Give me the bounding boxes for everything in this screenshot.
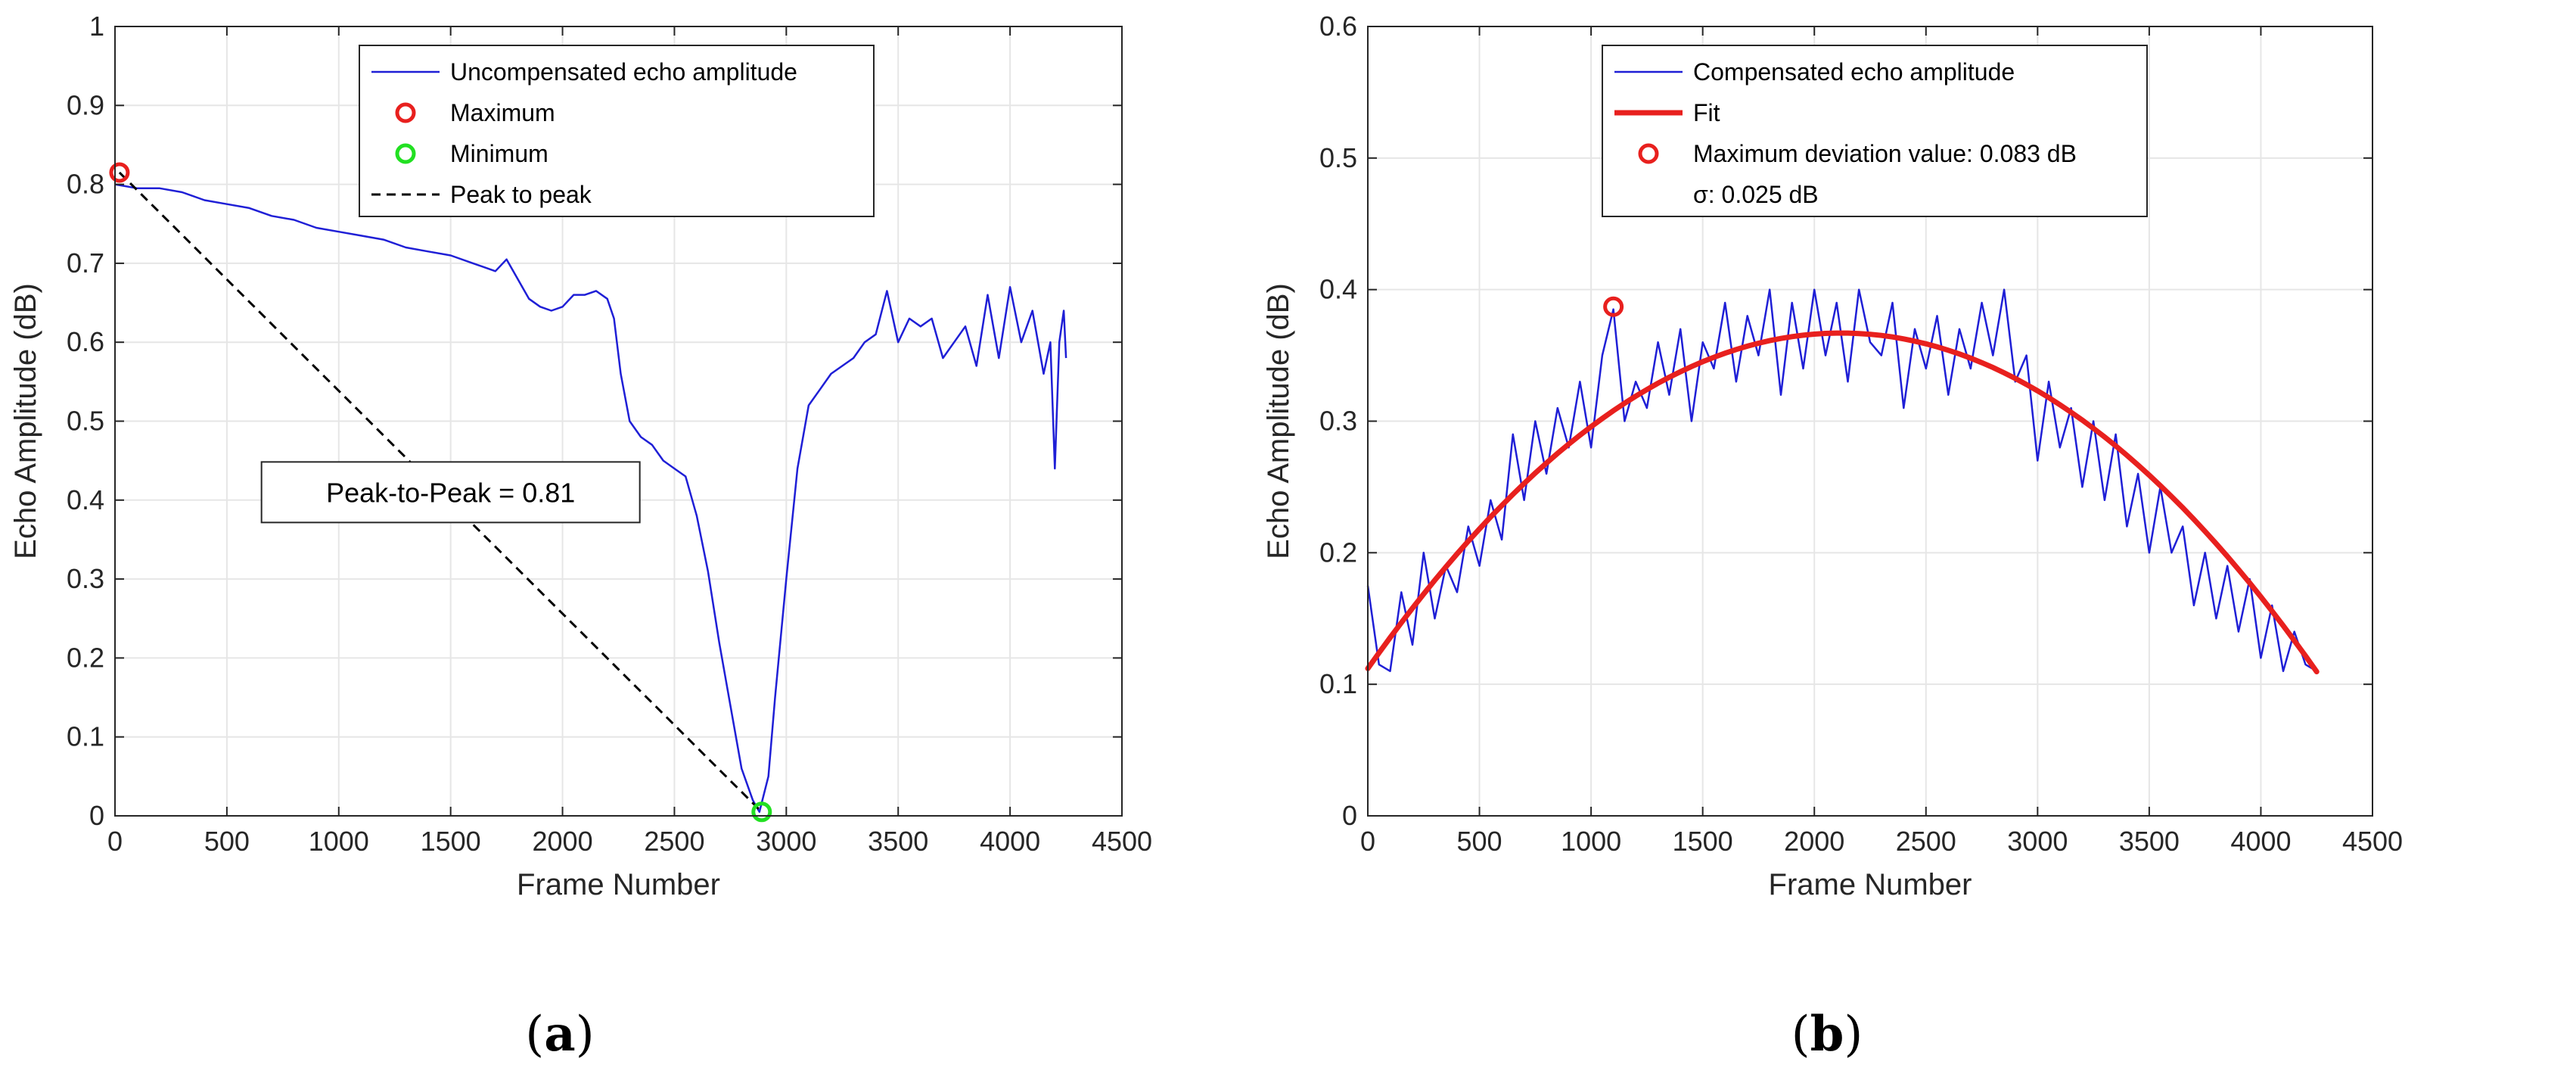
legend-label: Compensated echo amplitude	[1693, 58, 2015, 86]
y-tick-label: 0	[89, 800, 104, 831]
legend-label: Uncompensated echo amplitude	[450, 58, 797, 86]
x-tick-label: 3000	[2007, 826, 2068, 857]
legend-label: Peak to peak	[450, 181, 592, 208]
x-tick-label: 0	[107, 826, 123, 857]
series-line-0	[1366, 288, 2317, 673]
x-tick-label: 1500	[421, 826, 481, 857]
y-axis-label: Echo Amplitude (dB)	[1262, 283, 1295, 559]
x-axis-label: Frame Number	[517, 868, 720, 901]
legend-label: Fit	[1693, 99, 1720, 126]
y-tick-label: 0.6	[1319, 11, 1357, 42]
y-tick-label: 0.1	[1319, 668, 1357, 699]
legend-swatch-marker	[395, 102, 416, 123]
legend-swatch-marker	[395, 143, 416, 164]
y-tick-label: 0.3	[1319, 406, 1357, 437]
legend-box	[1602, 45, 2148, 217]
x-tick-label: 0	[1360, 826, 1375, 857]
y-tick-label: 0.5	[1319, 142, 1357, 173]
legend: Uncompensated echo amplitude Maximum Minim…	[359, 45, 875, 217]
y-tick-label: 0.5	[67, 406, 104, 437]
x-axis-label: Frame Number	[1769, 868, 1972, 901]
marker-point-2	[1603, 296, 1624, 317]
x-tick-label: 4500	[2342, 826, 2403, 857]
x-tick-label: 500	[204, 826, 250, 857]
x-tick-label: 4000	[980, 826, 1040, 857]
legend-label: Maximum deviation value: 0.083 dB	[1693, 140, 2077, 167]
x-tick-label: 2500	[1896, 826, 1956, 857]
caption-b: (b)	[1791, 1006, 1863, 1063]
y-tick-label: 0.4	[1319, 274, 1357, 305]
annotation-box	[260, 461, 641, 524]
marker-point-1	[109, 162, 130, 183]
annotation-text: Peak-to-Peak = 0.81	[326, 477, 575, 508]
y-tick-label: 0.9	[67, 89, 104, 120]
y-tick-label: 0.3	[67, 563, 104, 594]
x-tick-label: 4000	[2230, 826, 2291, 857]
series-line-0	[114, 183, 1067, 814]
y-tick-label: 0.4	[67, 484, 104, 515]
x-tick-label: 4500	[1092, 826, 1152, 857]
legend-box	[359, 45, 875, 217]
chart-a: 0 500 1000 1500 2000 2500 3000 3500 4000 4500 0 0.1…	[9, 11, 1152, 901]
y-tick-label: 0.7	[67, 247, 104, 279]
x-tick-label: 1000	[1561, 826, 1621, 857]
legend-swatch-marker	[1638, 143, 1659, 164]
x-tick-label: 2000	[533, 826, 593, 857]
legend: Compensated echo amplitude Fit Maximum dev…	[1602, 45, 2148, 217]
chart-b: 0 500 1000 1500 2000 2500 3000 3500 4000 4500 0 0.1…	[1262, 11, 2403, 901]
x-tick-label: 3500	[868, 826, 928, 857]
y-tick-label: 1	[89, 11, 104, 42]
x-tick-label: 2500	[644, 826, 704, 857]
x-tick-label: 1000	[309, 826, 369, 857]
y-tick-label: 0.1	[67, 721, 104, 752]
x-tick-label: 2000	[1784, 826, 1844, 857]
legend-sigma: σ: 0.025 dB	[1693, 181, 1819, 208]
x-tick-label: 500	[1457, 826, 1502, 857]
x-tick-label: 3000	[756, 826, 816, 857]
y-tick-label: 0.8	[67, 169, 104, 200]
y-tick-label: 0.2	[1319, 537, 1357, 568]
y-tick-label: 0.6	[67, 326, 104, 357]
y-tick-label: 0	[1342, 800, 1357, 831]
legend-label: Maximum	[450, 99, 555, 126]
y-tick-label: 0.2	[67, 642, 104, 673]
x-tick-label: 3500	[2119, 826, 2180, 857]
y-axis-label: Echo Amplitude (dB)	[9, 283, 42, 559]
caption-a: (a)	[525, 1006, 594, 1063]
x-tick-label: 1500	[1673, 826, 1733, 857]
fit-curve	[1365, 330, 2320, 674]
marker-point-2	[751, 801, 772, 823]
legend-label: Minimum	[450, 140, 548, 167]
